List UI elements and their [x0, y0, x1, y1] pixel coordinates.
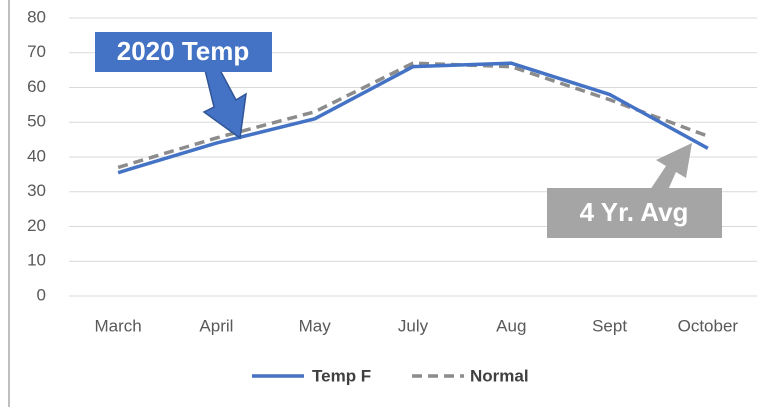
x-tick-label: May [299, 316, 332, 335]
y-tick-label: 40 [27, 146, 46, 165]
x-tick-label: March [95, 316, 142, 335]
annotation-box [547, 188, 722, 238]
series-line [117, 61, 709, 175]
y-tick-label: 10 [27, 251, 46, 270]
y-tick-label: 80 [27, 7, 46, 26]
y-tick-label: 60 [27, 77, 46, 96]
annotation-arrow [202, 69, 247, 140]
y-tick-label: 30 [27, 181, 46, 200]
y-tick-label: 0 [37, 285, 46, 304]
annotation-arrow [650, 143, 692, 190]
x-tick-label: Sept [592, 316, 627, 335]
x-tick-label: April [199, 316, 233, 335]
y-tick-label: 20 [27, 216, 46, 235]
annotation-text: 2020 Temp [117, 36, 249, 66]
x-tick-label: July [398, 316, 429, 335]
y-tick-label: 50 [27, 112, 46, 131]
y-tick-label: 70 [27, 42, 46, 61]
legend-label: Normal [470, 366, 529, 385]
legend-label: Temp F [312, 366, 371, 385]
x-tick-label: October [678, 316, 739, 335]
series-line [117, 61, 709, 170]
x-tick-label: Aug [496, 316, 526, 335]
annotation-text: 4 Yr. Avg [580, 197, 689, 227]
annotation-box [95, 32, 272, 72]
legend: Temp F Normal [252, 366, 529, 385]
